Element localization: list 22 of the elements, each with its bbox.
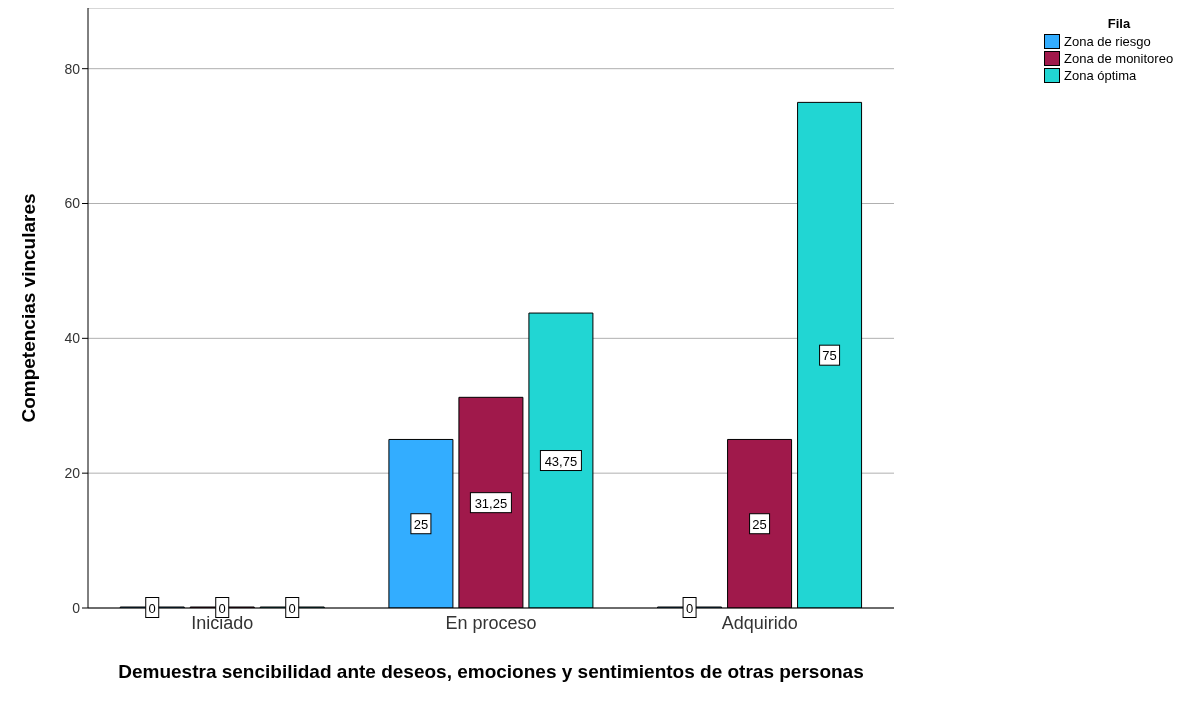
legend-label: Zona de riesgo <box>1064 34 1151 49</box>
y-tick-label: 40 <box>64 330 81 347</box>
y-tick-label: 80 <box>64 60 81 77</box>
data-label: 25 <box>413 516 429 532</box>
x-axis-title: Demuestra sencibilidad ante deseos, emociones y sentimientos de otras personas <box>118 661 864 682</box>
data-label: 31,25 <box>474 495 508 511</box>
x-tick-label: Adquirido <box>721 612 798 633</box>
legend-label: Zona de monitoreo <box>1064 51 1174 66</box>
data-label: 75 <box>822 348 837 364</box>
data-label: 43,75 <box>544 453 578 469</box>
y-tick-label: 20 <box>64 465 81 482</box>
data-label: 0 <box>218 600 226 616</box>
x-tick-label: En proceso <box>445 612 537 633</box>
y-tick-label: 0 <box>72 599 81 616</box>
y-axis-title: Competencias vinculares <box>17 193 39 423</box>
data-label: 25 <box>752 516 767 532</box>
data-label: 0 <box>685 600 694 616</box>
legend-label: Zona óptima <box>1064 68 1137 83</box>
y-tick-label: 60 <box>64 195 81 212</box>
data-label: 0 <box>288 600 296 616</box>
legend-title: Fila <box>1106 16 1132 31</box>
data-label: 0 <box>148 600 156 616</box>
